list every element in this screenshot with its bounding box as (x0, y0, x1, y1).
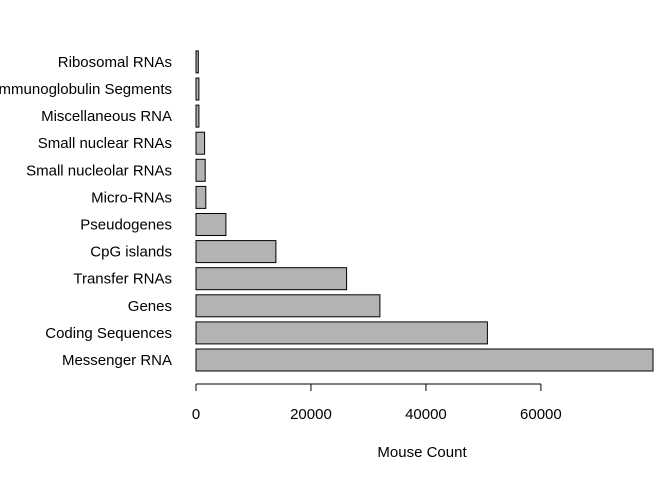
bar-messenger-rna (195, 348, 654, 372)
bar-miscellaneous-rna (195, 104, 200, 128)
x-tick-label-20000: 20000 (290, 406, 332, 423)
category-label-small-nucleolar-rnas: Small nucleolar RNAs (26, 162, 172, 179)
category-label-small-nuclear-rnas: Small nuclear RNAs (38, 135, 172, 152)
category-label-transfer-rnas: Transfer RNAs (73, 271, 172, 288)
category-label-cpg-islands: CpG islands (90, 244, 172, 261)
category-label-ribosomal-rnas: Ribosomal RNAs (58, 54, 172, 71)
bar-small-nucleolar-rnas (195, 158, 206, 182)
x-axis: 0 20000 40000 60000 (192, 383, 562, 423)
category-label-messenger-rna: Messenger RNA (62, 352, 172, 369)
category-label-coding-sequences: Coding Sequences (45, 325, 172, 342)
bar-coding-sequences (195, 321, 488, 345)
bar-genes (195, 294, 381, 318)
category-label-genes: Genes (128, 298, 172, 315)
x-tick-label-0: 0 (192, 406, 200, 423)
bar-micro-rnas (195, 185, 207, 209)
bar-cpg-islands (195, 240, 277, 264)
x-tick-label-40000: 40000 (405, 406, 447, 423)
category-label-micro-rnas: Micro-RNAs (91, 189, 172, 206)
bars-group (195, 50, 654, 372)
category-label-pseudogenes: Pseudogenes (80, 217, 172, 234)
x-axis-title: Mouse Count (377, 444, 467, 461)
bar-immunoglobulin-segments (195, 77, 200, 101)
bar-transfer-rnas (195, 267, 348, 291)
bar-pseudogenes (195, 213, 227, 236)
bar-small-nuclear-rnas (195, 131, 206, 155)
x-tick-label-60000: 60000 (520, 406, 562, 423)
category-label-immunoglobulin-segments: Immunoglobulin Segments (0, 81, 172, 98)
bar-ribosomal-rnas (195, 50, 199, 74)
category-labels-group: Messenger RNA Coding Sequences Genes Transf… (0, 54, 172, 369)
category-label-miscellaneous-rna: Miscellaneous RNA (41, 108, 172, 125)
